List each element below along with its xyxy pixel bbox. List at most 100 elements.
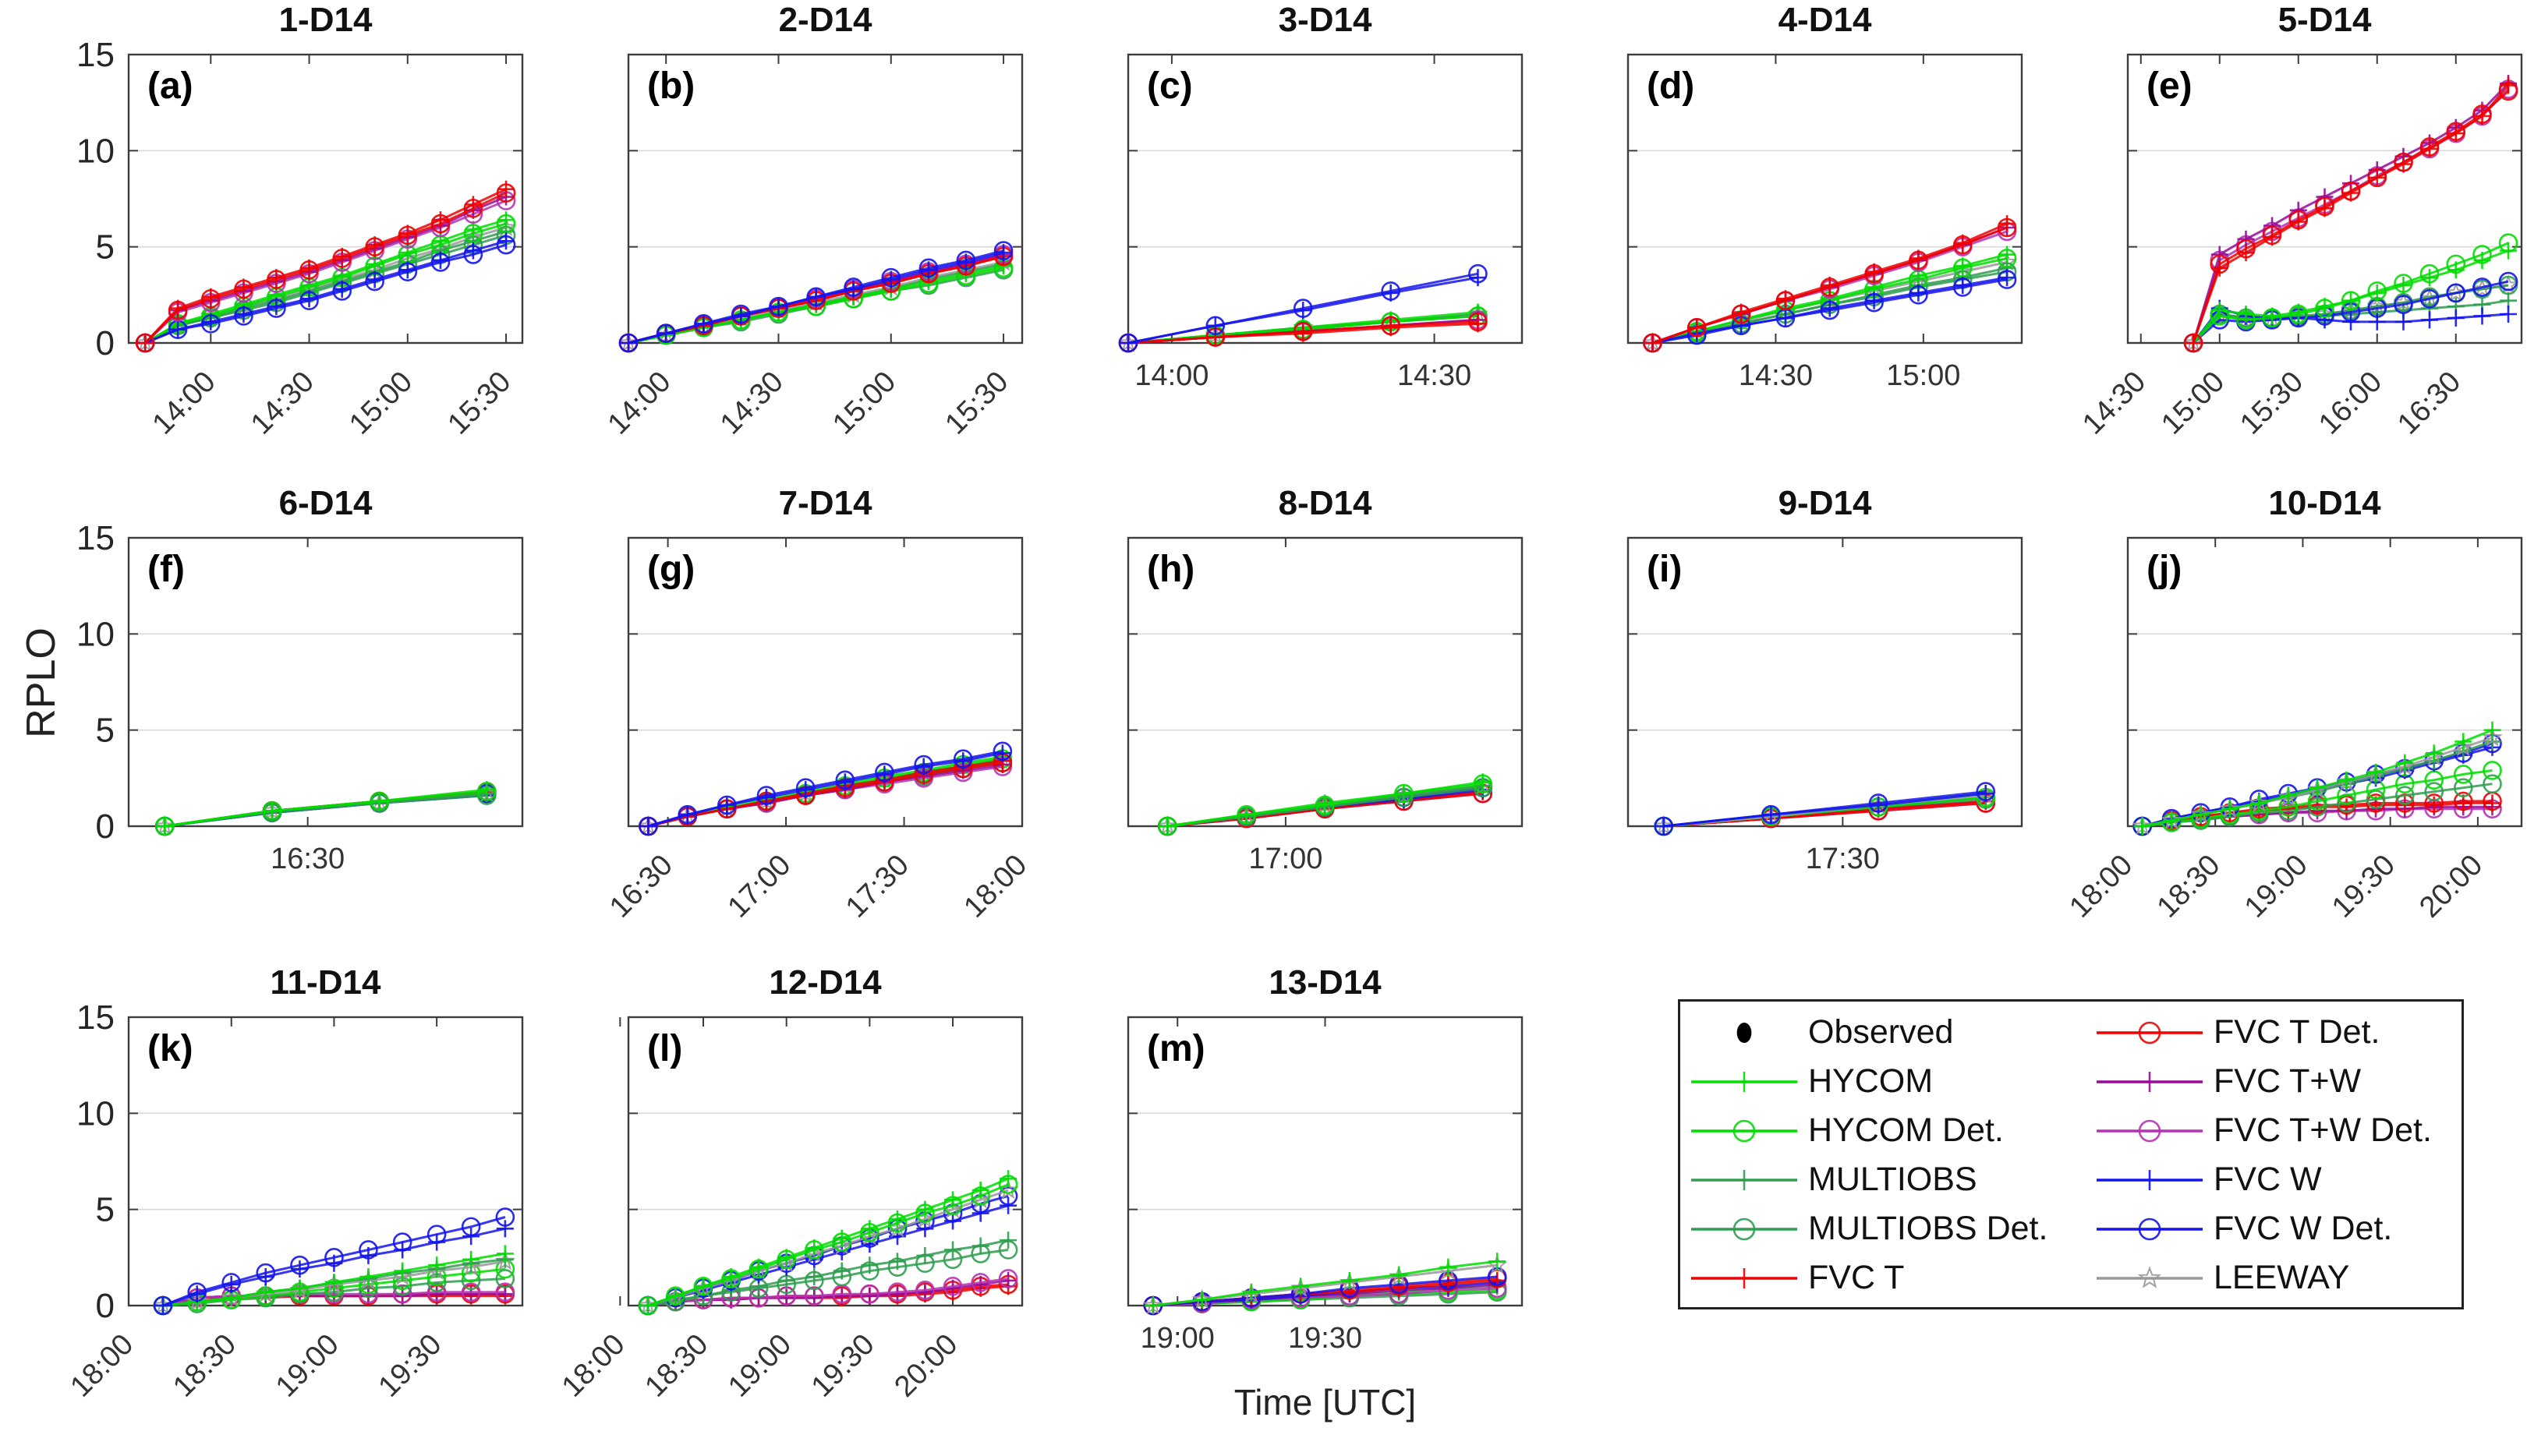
panel-letter: (i) — [1647, 549, 1683, 590]
fvc-t-det-marker-icon — [2097, 1021, 2203, 1044]
panel-title: 11-D14 — [270, 963, 381, 1002]
legend-label-fvc-t-det: FVC T Det. — [2214, 1013, 2380, 1051]
panel-letter: (j) — [2147, 549, 2182, 590]
panel-9-d14: 17:30 9-D14 (i) — [1511, 484, 2041, 955]
panel-title: 7-D14 — [778, 484, 872, 522]
legend-label-observed: Observed — [1808, 1013, 1954, 1051]
svg-text:18:30: 18:30 — [167, 1328, 242, 1404]
svg-text:17:00: 17:00 — [1248, 843, 1322, 875]
panel-4-d14-plot: 14:30 15:00 — [1626, 53, 2023, 392]
svg-text:5: 5 — [96, 228, 115, 267]
panel-1-d14-plot: 14:00 14:30 15:00 15:30 0 5 10 15 — [76, 36, 524, 441]
panel-title: 4-D14 — [1778, 1, 1872, 39]
legend-entry-fvc-t-w: FVC T+W — [2095, 1057, 2432, 1106]
svg-text:16:30: 16:30 — [271, 843, 345, 875]
panel-5-d14: 14:30 15:00 15:30 16:00 16:30 5-D14 (e) — [2011, 1, 2527, 472]
legend-entry-fvc-w-det: FVC W Det. — [2095, 1204, 2432, 1253]
panel-6-d14: 16:30 0 5 10 15 6-D14 (f) — [12, 484, 542, 955]
observed-marker-icon — [1736, 1022, 1752, 1043]
panel-title: 13-D14 — [1269, 963, 1382, 1002]
svg-text:0: 0 — [96, 324, 115, 362]
panel-title: 2-D14 — [778, 1, 872, 39]
svg-text:16:30: 16:30 — [2391, 366, 2467, 441]
legend-label-leeway: LEEWAY — [2214, 1259, 2350, 1296]
legend-label-fvc-t-w: FVC T+W — [2214, 1062, 2362, 1100]
panel-2-d14: 14:00 14:30 15:00 15:30 2-D14 (b) — [511, 1, 1042, 472]
panel-8-d14-plot: 17:00 — [1127, 536, 1524, 875]
legend-entry-observed: Observed — [1690, 1008, 2047, 1057]
panel-7-d14-plot: 16:30 17:00 17:30 18:00 — [603, 536, 1033, 924]
legend-entry-multiobs-det: MULTIOBS Det. — [1690, 1204, 2047, 1253]
svg-text:18:30: 18:30 — [639, 1328, 714, 1404]
svg-text:5: 5 — [96, 1191, 115, 1229]
svg-text:15: 15 — [76, 519, 115, 557]
fvc-w-det-marker-icon — [2097, 1217, 2203, 1240]
panel-12-d14: 18:00 18:30 19:00 19:30 20:00 12-D14 (l) — [511, 963, 1042, 1434]
legend-column-right: FVC T Det. FVC T+W FVC T+W Det. FVC W FVC W … — [2095, 1008, 2432, 1302]
svg-text:10: 10 — [76, 1094, 115, 1133]
x-axis-label: Time [UTC] — [1233, 1382, 1417, 1422]
legend-label-fvc-t-w-det: FVC T+W Det. — [2214, 1111, 2432, 1149]
panel-title: 9-D14 — [1778, 484, 1872, 522]
panel-title: 5-D14 — [2277, 1, 2372, 39]
panel-title: 3-D14 — [1278, 1, 1372, 39]
svg-text:14:30: 14:30 — [2076, 366, 2152, 441]
panel-1-d14: 14:00 14:30 15:00 15:30 0 5 10 15 1-D14 (a) — [12, 1, 542, 472]
legend-entry-fvc-t-det: FVC T Det. — [2095, 1008, 2432, 1057]
svg-text:18:30: 18:30 — [2151, 849, 2227, 924]
svg-text:17:30: 17:30 — [840, 849, 915, 924]
svg-text:15:30: 15:30 — [939, 366, 1014, 441]
panel-title: 1-D14 — [278, 1, 373, 39]
fvc-t-w-marker-icon — [2097, 1071, 2203, 1092]
svg-text:15:00: 15:00 — [343, 366, 419, 441]
svg-text:19:30: 19:30 — [373, 1328, 448, 1404]
fvc-t-marker-icon — [1691, 1267, 1797, 1288]
svg-text:14:30: 14:30 — [1739, 359, 1813, 392]
hycom-det-marker-icon — [1691, 1119, 1797, 1142]
svg-text:14:30: 14:30 — [714, 366, 790, 441]
svg-text:19:00: 19:00 — [722, 1328, 798, 1404]
panel-title: 12-D14 — [769, 963, 882, 1002]
panel-title: 8-D14 — [1278, 484, 1372, 522]
legend-label-multiobs: MULTIOBS — [1808, 1161, 1977, 1198]
panel-5-d14-plot: 14:30 15:00 15:30 16:00 16:30 — [2076, 53, 2523, 441]
y-axis-label: RPLO — [19, 627, 64, 738]
svg-text:5: 5 — [96, 712, 115, 750]
fvc-t-w-det-marker-icon — [2097, 1119, 2203, 1142]
panel-7-d14: 16:30 17:00 17:30 18:00 7-D14 (g) — [511, 484, 1042, 955]
panel-letter: (h) — [1147, 549, 1195, 590]
multiobs-det-marker-icon — [1691, 1217, 1797, 1240]
svg-text:19:00: 19:00 — [1141, 1322, 1215, 1355]
legend-column-left: Observed HYCOM HYCOM Det. MULTIOBS MULTIOBS … — [1690, 1008, 2047, 1302]
legend-entry-leeway: LEEWAY — [2095, 1253, 2432, 1302]
panel-12-d14-plot: 18:00 18:30 19:00 19:30 20:00 — [556, 1016, 1024, 1404]
panel-11-d14: 18:00 18:30 19:00 19:30 0 5 10 15 11-D14 (k) — [12, 963, 542, 1434]
panel-2-d14-plot: 14:00 14:30 15:00 15:30 — [602, 53, 1024, 441]
panel-10-d14-plot: 18:00 18:30 19:00 19:30 20:00 — [2063, 536, 2523, 924]
panel-title: 6-D14 — [278, 484, 373, 522]
panel-letter: (m) — [1147, 1028, 1205, 1069]
svg-text:10: 10 — [76, 132, 115, 170]
panel-letter: (f) — [147, 549, 185, 590]
svg-text:19:30: 19:30 — [2326, 849, 2401, 924]
legend-label-hycom-det: HYCOM Det. — [1808, 1111, 2004, 1149]
svg-text:18:00: 18:00 — [556, 1328, 632, 1404]
svg-text:17:30: 17:30 — [1806, 843, 1880, 875]
svg-text:14:00: 14:00 — [1134, 359, 1209, 392]
panel-4-d14: 14:30 15:00 4-D14 (d) — [1511, 1, 2041, 472]
svg-text:0: 0 — [96, 808, 115, 846]
panel-3-d14: 14:00 14:30 3-D14 (c) — [1011, 1, 1541, 472]
panel-letter: (d) — [1647, 65, 1695, 107]
legend-entry-hycom-det: HYCOM Det. — [1690, 1106, 2047, 1155]
svg-text:14:30: 14:30 — [1397, 359, 1471, 392]
panel-6-d14-plot: 16:30 0 5 10 15 — [76, 519, 524, 875]
hycom-marker-icon — [1691, 1071, 1797, 1092]
legend-entry-hycom: HYCOM — [1690, 1057, 2047, 1106]
legend-label-fvc-t: FVC T — [1808, 1259, 1905, 1296]
panel-letter: (b) — [647, 65, 695, 107]
svg-text:14:30: 14:30 — [245, 366, 320, 441]
svg-text:15:00: 15:00 — [826, 366, 902, 441]
panel-13-d14: 19:00 19:30 13-D14 (m) — [1011, 963, 1541, 1434]
panel-13-d14-plot: 19:00 19:30 — [1127, 1016, 1524, 1355]
svg-text:15:30: 15:30 — [441, 366, 517, 441]
